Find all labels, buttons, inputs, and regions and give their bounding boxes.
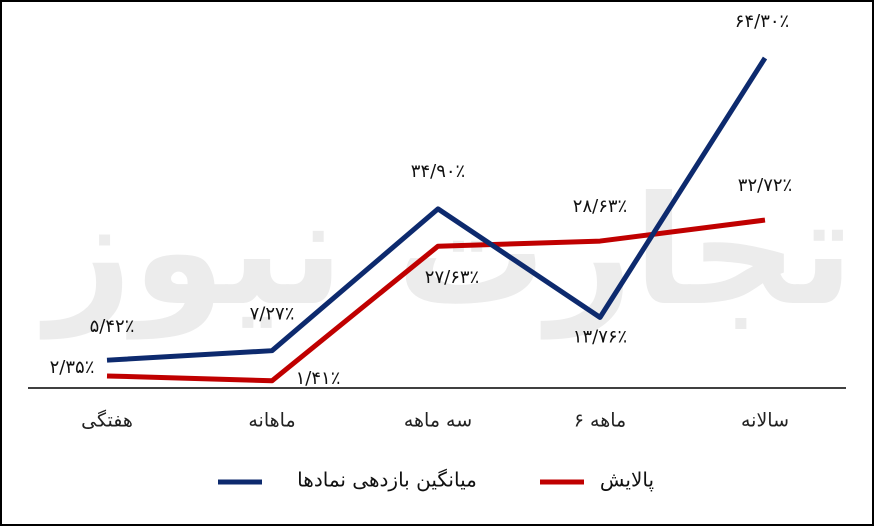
legend-label: پالایش [600,468,654,493]
data-label: ۱۳/۷۶٪ [573,326,627,347]
data-label: ۲/۳۵٪ [50,357,95,378]
x-tick-label: سالانه [741,410,789,432]
x-tick-label: هفتگی [81,409,133,432]
legend-label: میانگین بازدهی نمادها [297,468,477,492]
series-line [106,56,768,363]
x-tick-label: سه ماهه [404,410,472,432]
data-label: ۲۷/۶۳٪ [425,267,479,288]
data-label: ۷/۲۷٪ [250,304,295,325]
data-label: ۳۲/۷۲٪ [738,175,792,196]
data-label: ۳۴/۹۰٪ [411,161,465,182]
data-label: ۲۸/۶۳٪ [573,196,627,217]
watermark: تجارت نیوز [39,165,854,340]
data-label: ۱/۴۱٪ [296,368,341,389]
x-tick-label: ۶ ماهه [574,410,626,432]
data-label: ۵/۴۲٪ [90,316,135,337]
data-label: ۶۴/۳۰٪ [735,11,789,32]
legend: میانگین بازدهی نمادها پالایش [218,468,654,493]
x-tick-label: ماهانه [248,410,295,432]
